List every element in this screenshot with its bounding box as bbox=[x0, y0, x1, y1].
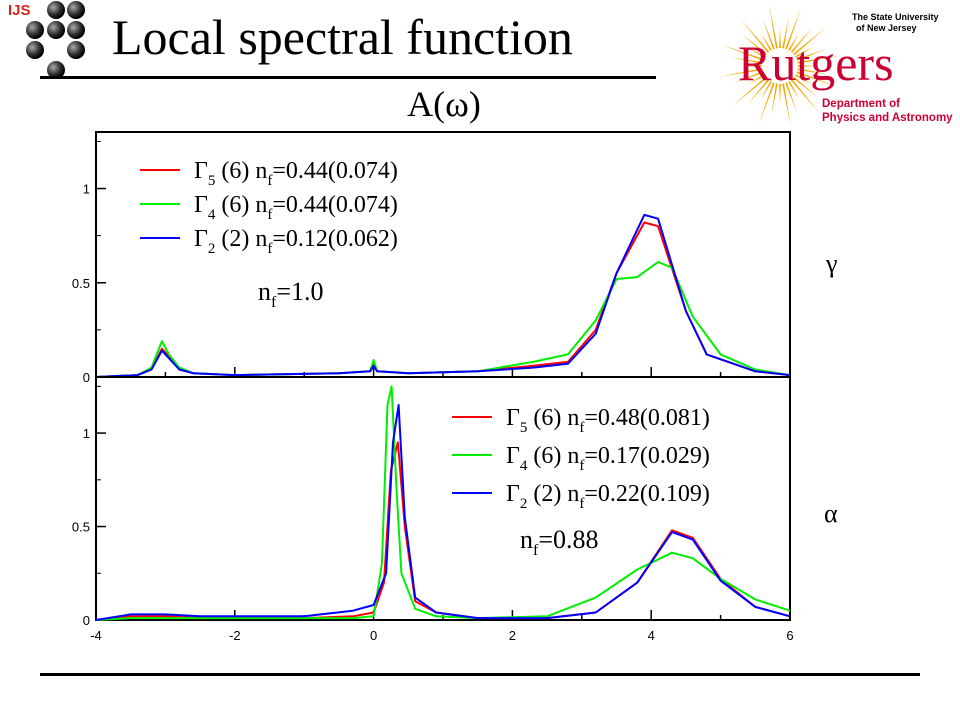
sunburst-ray bbox=[721, 44, 764, 61]
legend-label: Γ2 (2) nf=0.12(0.062) bbox=[194, 226, 398, 257]
legend-label: Γ2 (2) nf=0.22(0.109) bbox=[506, 481, 710, 512]
page-title: Local spectral function bbox=[112, 9, 573, 65]
phase-label-gamma: γ bbox=[825, 249, 838, 278]
spectral-function-chart: A(ω) 00.51 Γ5 (6) nf=0.44(0.074)Γ4 (6) n… bbox=[72, 84, 838, 643]
university-name-line1: The State University bbox=[852, 12, 939, 22]
sunburst-ray bbox=[785, 82, 798, 113]
rutgers-wordmark: Rutgers bbox=[738, 35, 894, 91]
sunburst-ray bbox=[747, 79, 770, 105]
panel-alpha-series bbox=[95, 385, 791, 621]
sunburst-ray bbox=[793, 26, 828, 56]
sunburst-ray bbox=[761, 81, 772, 99]
series-line-2 bbox=[95, 213, 791, 378]
sunburst-icon bbox=[718, 4, 842, 124]
sunburst-ray bbox=[797, 65, 818, 67]
university-name-line2: of New Jersey bbox=[856, 23, 917, 33]
sunburst-ray bbox=[796, 48, 827, 61]
x-tick-label: 4 bbox=[648, 628, 655, 643]
sunburst-ray bbox=[788, 81, 799, 99]
sunburst-ray bbox=[797, 55, 842, 64]
sunburst-ray bbox=[762, 19, 775, 50]
sunburst-ray bbox=[788, 33, 799, 51]
panel-gamma-series bbox=[95, 213, 791, 378]
y-tick-label: 1 bbox=[83, 182, 90, 197]
legend-label: Γ4 (6) nf=0.44(0.074) bbox=[194, 192, 398, 223]
y-tick-label: 0.5 bbox=[72, 276, 90, 291]
sunburst-ray bbox=[771, 83, 778, 116]
y-tick-label: 0 bbox=[83, 370, 90, 385]
sunburst-ray bbox=[747, 74, 765, 85]
sunburst-ray bbox=[733, 71, 764, 84]
sunburst-ray bbox=[741, 33, 767, 56]
sunburst-ray bbox=[761, 33, 772, 51]
sunburst-ray bbox=[785, 7, 802, 50]
y-tick-label: 1 bbox=[83, 426, 90, 441]
sunburst-ray bbox=[795, 74, 813, 85]
bottom-rule bbox=[40, 673, 920, 676]
ijs-dots-icon bbox=[26, 1, 85, 79]
sunburst-ray bbox=[730, 57, 763, 64]
x-tick-label: 6 bbox=[786, 628, 793, 643]
x-tick-label: -2 bbox=[229, 628, 241, 643]
sunburst-ray bbox=[779, 28, 781, 49]
sunburst-ray bbox=[732, 76, 767, 106]
sunburst-ray bbox=[795, 47, 813, 58]
phase-label-alpha: α bbox=[824, 499, 838, 528]
sunburst-ray bbox=[742, 65, 763, 67]
sunburst-ray bbox=[740, 18, 770, 53]
series-line-1 bbox=[95, 261, 791, 378]
panel-alpha-ticks: 0 0.5 1 -4 -2 0 2 4 6 bbox=[72, 385, 794, 643]
sunburst-ray bbox=[758, 82, 775, 124]
legend-label: Γ5 (6) nf=0.48(0.081) bbox=[506, 405, 710, 436]
panel-alpha: 0 0.5 1 -4 -2 0 2 4 6 Γ5 (6) nf=0.48(0.081) Γ4 (6… bbox=[72, 376, 794, 643]
x-tick-label: 0 bbox=[370, 628, 377, 643]
sunburst-ray bbox=[797, 68, 830, 75]
series-line-1 bbox=[95, 385, 791, 621]
sunburst-ray bbox=[793, 76, 819, 99]
x-tick-label: 2 bbox=[509, 628, 516, 643]
chart-title: A(ω) bbox=[407, 84, 481, 124]
department-line1: Department of bbox=[822, 98, 900, 110]
panel-alpha-occupancy: nf=0.88 bbox=[520, 525, 599, 559]
sunburst-ray bbox=[782, 83, 791, 124]
panel-gamma-occupancy: nf=1.0 bbox=[258, 277, 324, 311]
y-tick-label: 0.5 bbox=[72, 520, 90, 535]
ijs-logo: IJS bbox=[0, 0, 100, 80]
series-line-2 bbox=[95, 404, 791, 621]
title-underline bbox=[40, 76, 656, 79]
panel-gamma-ticks: 00.51 bbox=[72, 140, 791, 385]
y-tick-label: 0 bbox=[83, 613, 90, 628]
sunburst-ray bbox=[747, 47, 765, 58]
sunburst-ray bbox=[790, 79, 820, 114]
sunburst-ray bbox=[782, 16, 789, 49]
panel-gamma-legend: Γ5 (6) nf=0.44(0.074)Γ4 (6) nf=0.44(0.07… bbox=[140, 158, 398, 257]
x-tick-label: -4 bbox=[90, 628, 102, 643]
rutgers-logo: The State University of New Jersey Rutge… bbox=[718, 4, 953, 124]
sunburst-ray bbox=[718, 68, 763, 77]
legend-label: Γ5 (6) nf=0.44(0.074) bbox=[194, 158, 398, 189]
sunburst-ray bbox=[779, 83, 781, 104]
department-line2: Physics and Astronomy bbox=[822, 112, 953, 124]
sunburst-ray bbox=[790, 27, 813, 53]
panel-alpha-legend: Γ5 (6) nf=0.48(0.081) Γ4 (6) nf=0.17(0.02… bbox=[452, 405, 710, 512]
legend-label: Γ4 (6) nf=0.17(0.029) bbox=[506, 443, 710, 474]
ijs-logo-text: IJS bbox=[8, 2, 31, 19]
sunburst-ray bbox=[796, 71, 839, 88]
sunburst-ray bbox=[769, 4, 778, 49]
panel-gamma: 00.51 Γ5 (6) nf=0.44(0.074)Γ4 (6) nf=0.4… bbox=[72, 131, 791, 385]
series-line-0 bbox=[95, 441, 791, 621]
